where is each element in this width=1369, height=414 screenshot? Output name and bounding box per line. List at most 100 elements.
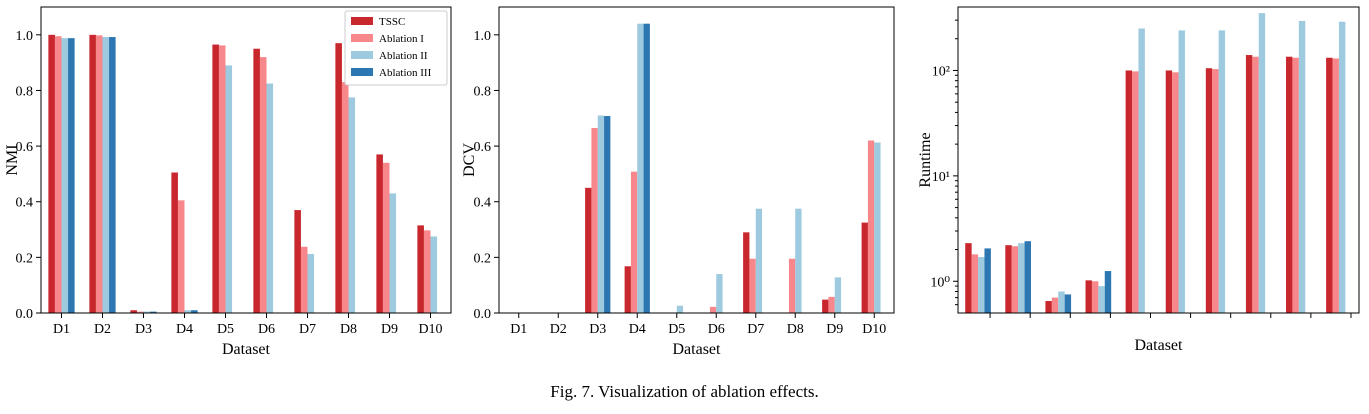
bar-tssc-9 bbox=[1286, 56, 1293, 314]
bar-ablation-ii-2 bbox=[102, 37, 110, 313]
bar-tssc-5 bbox=[212, 44, 219, 314]
bar-ablation-iii-3 bbox=[604, 116, 611, 313]
legend-swatch bbox=[351, 68, 373, 76]
x-tick-label: D6 bbox=[258, 322, 275, 337]
bar-ablation-ii-6 bbox=[266, 83, 274, 313]
y-tick-label: 0.6 bbox=[16, 140, 34, 155]
bar-ablation-i-10 bbox=[423, 230, 431, 313]
chart-1: 0.0 0.2 0.4 0.6 0.8 1.0 D1 D2 D3 D4 D5 D6 D7 D8 D9 D10 D… bbox=[4, 6, 452, 358]
y-tick-label: 1.0 bbox=[474, 29, 492, 44]
bar-ablation-i-4 bbox=[177, 200, 185, 313]
x-tick-label: D1 bbox=[53, 322, 70, 337]
bar-tssc-6 bbox=[253, 48, 260, 314]
bar-ablation-ii-5 bbox=[1138, 28, 1145, 313]
x-tick-label: D2 bbox=[550, 322, 567, 337]
bar-ablation-ii-9 bbox=[1298, 20, 1306, 313]
y-axis-label: NMI bbox=[4, 144, 21, 175]
bar-tssc-2 bbox=[1005, 245, 1012, 313]
bar-ablation-ii-7 bbox=[755, 208, 763, 313]
bar-tssc-7 bbox=[1205, 68, 1213, 313]
y-tick-label: 10⁰ bbox=[930, 275, 950, 290]
y-tick-label: 10¹ bbox=[932, 170, 950, 185]
bar-ablation-ii-8 bbox=[795, 208, 802, 313]
x-tick-label: D4 bbox=[176, 322, 193, 337]
x-axis-label: Dataset bbox=[673, 341, 722, 358]
bar-ablation-ii-3 bbox=[597, 115, 605, 313]
y-tick-label: 0.4 bbox=[474, 196, 492, 211]
bar-tssc-8 bbox=[335, 43, 342, 313]
bar-ablation-i-8 bbox=[788, 258, 796, 313]
y-tick-label: 0.8 bbox=[16, 84, 34, 99]
x-tick-label: D5 bbox=[217, 322, 234, 337]
x-tick-label: D7 bbox=[747, 322, 764, 337]
figure-caption: Fig. 7. Visualization of ablation effect… bbox=[550, 382, 819, 401]
bar-ablation-iii-2 bbox=[109, 37, 116, 313]
legend-label: TSSC bbox=[379, 16, 405, 28]
bar-ablation-i-3 bbox=[1051, 297, 1059, 313]
bar-ablation-iii-2 bbox=[1024, 241, 1031, 313]
x-tick-label: D7 bbox=[299, 322, 316, 337]
bar-tssc-10 bbox=[1326, 57, 1333, 313]
legend-swatch bbox=[351, 34, 373, 42]
bar-ablation-ii-7 bbox=[1218, 30, 1226, 314]
bar-tssc-1 bbox=[965, 243, 972, 313]
y-tick-label: 0.8 bbox=[474, 84, 492, 99]
x-tick-label: D8 bbox=[340, 322, 357, 337]
bar-ablation-ii-8 bbox=[1258, 13, 1266, 313]
bar-tssc-3 bbox=[1045, 300, 1052, 313]
x-tick-label: D3 bbox=[589, 322, 606, 337]
bar-ablation-iii-3 bbox=[150, 311, 157, 313]
bar-ablation-iii-3 bbox=[1064, 294, 1072, 313]
bar-ablation-i-9 bbox=[828, 296, 835, 313]
bar-ablation-ii-1 bbox=[61, 38, 69, 313]
bar-ablation-ii-10 bbox=[1338, 21, 1346, 313]
bar-tssc-4 bbox=[171, 172, 178, 313]
bar-ablation-ii-9 bbox=[834, 277, 842, 313]
bar-ablation-ii-3 bbox=[143, 311, 151, 313]
bar-ablation-i-5 bbox=[218, 45, 226, 313]
bar-tssc-7 bbox=[743, 232, 750, 313]
x-tick-label: D1 bbox=[510, 322, 527, 337]
bar-ablation-ii-5 bbox=[225, 65, 233, 313]
x-tick-label: D10 bbox=[418, 322, 442, 337]
bar-ablation-i-5 bbox=[1132, 71, 1139, 313]
bar-ablation-i-4 bbox=[630, 171, 638, 313]
x-tick-label: D9 bbox=[826, 322, 843, 337]
legend-label: Ablation II bbox=[379, 50, 428, 62]
bar-ablation-i-1 bbox=[971, 254, 979, 313]
bar-tssc-4 bbox=[1085, 280, 1092, 313]
bar-ablation-ii-10 bbox=[874, 142, 881, 313]
x-tick-label: D5 bbox=[668, 322, 685, 337]
legend-swatch bbox=[351, 17, 373, 25]
plot-frame bbox=[40, 6, 452, 314]
x-axis-label: Dataset bbox=[222, 341, 271, 358]
y-tick-label: 1.0 bbox=[16, 29, 34, 44]
bar-ablation-ii-4 bbox=[1098, 286, 1105, 313]
bar-ablation-i-6 bbox=[259, 57, 267, 314]
y-tick-label: 0.0 bbox=[474, 307, 492, 322]
x-tick-label: D8 bbox=[787, 322, 804, 337]
bar-ablation-iii-1 bbox=[68, 38, 75, 313]
chart-3: 10⁰ 10¹ 10² Dataset Runtime bbox=[917, 6, 1360, 354]
bar-ablation-ii-8 bbox=[348, 97, 356, 313]
bar-ablation-i-9 bbox=[1292, 57, 1299, 313]
bar-tssc-8 bbox=[1245, 55, 1253, 314]
bar-ablation-i-6 bbox=[1172, 72, 1179, 313]
bar-ablation-i-2 bbox=[1011, 246, 1019, 313]
bar-ablation-ii-7 bbox=[307, 254, 315, 313]
bar-ablation-ii-6 bbox=[1178, 30, 1185, 314]
bar-ablation-i-7 bbox=[300, 246, 308, 313]
bar-tssc-9 bbox=[822, 299, 829, 313]
bar-tssc-3 bbox=[585, 187, 592, 313]
bar-tssc-6 bbox=[1165, 70, 1173, 314]
bar-ablation-i-8 bbox=[341, 82, 349, 313]
bar-tssc-3 bbox=[130, 310, 137, 313]
x-tick-label: D3 bbox=[135, 322, 152, 337]
bar-ablation-i-3 bbox=[136, 311, 144, 313]
y-axis-label: DCV bbox=[461, 143, 478, 177]
x-tick-label: D6 bbox=[708, 322, 725, 337]
bar-ablation-iii-4 bbox=[643, 23, 650, 313]
bar-ablation-ii-5 bbox=[676, 305, 684, 313]
bar-ablation-ii-1 bbox=[978, 256, 985, 313]
bar-ablation-ii-4 bbox=[637, 23, 644, 313]
